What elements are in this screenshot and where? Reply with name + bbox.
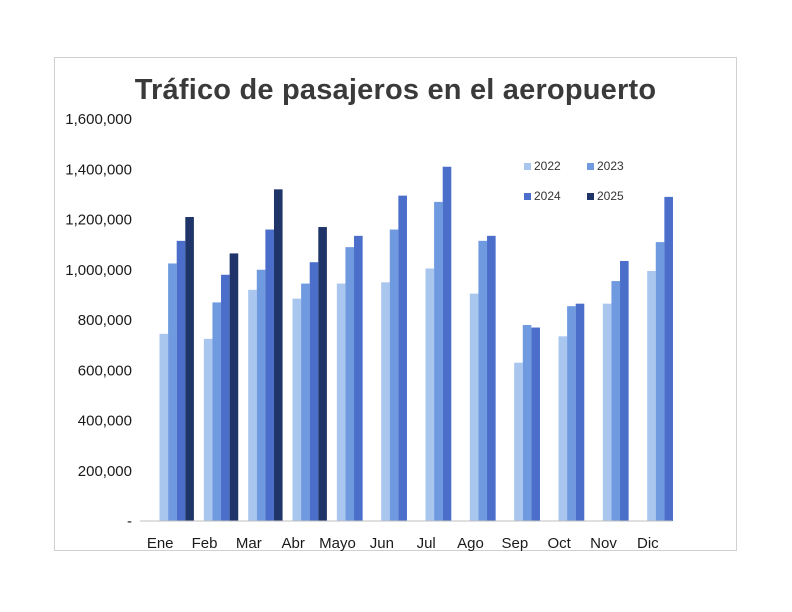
y-tick-label: 1,200,000 [65,212,132,229]
y-axis-labels: - 200,000 400,000 600,000 800,000 1,000,000 1,… [65,111,132,530]
bar-2024-ago [487,235,496,521]
y-tick-label: 1,400,000 [65,161,132,178]
bar-2024-abr [309,262,319,521]
x-tick-label-sep: Sep [501,535,528,552]
bar-2024-jun [398,195,407,521]
chart-title: Tráfico de pasajeros en el aeropuerto [134,74,657,106]
legend: 2022 2023 2024 2025 [524,159,624,203]
bar-2025-ene [185,216,194,522]
bar-2024-ene [176,240,186,522]
legend-label-2025: 2025 [597,189,624,203]
x-tick-label-feb: Feb [192,535,218,552]
bar-2024-jul [442,166,452,522]
bar-2023-sep [522,325,532,521]
y-tick-label: - [127,513,132,530]
bar-2022-sep [514,362,523,521]
bar-2023-mayo [345,247,355,521]
bar-2023-feb [212,302,222,521]
bar-2024-feb [221,274,230,521]
x-tick-label-mayo: Mayo [319,535,356,552]
bar-2022-mayo [336,283,346,521]
x-axis-labels: Ene Feb Mar Abr Mayo Jun Jul Ago Sep Oct Nov Dic [147,535,659,552]
bar-2025-feb [229,253,239,522]
bar-2023-oct [567,306,576,521]
bar-2022-jul [425,268,435,521]
legend-label-2024: 2024 [534,189,561,203]
bar-2022-mar [248,289,257,521]
bar-2023-nov [611,281,621,521]
bar-2022-ago [469,293,479,521]
x-tick-label-mar: Mar [236,535,262,552]
bar-2023-jul [434,201,443,521]
x-tick-label-abr: Abr [281,535,304,552]
bar-2023-ago [478,240,488,522]
bar-2022-abr [292,298,302,521]
bar-2024-mayo [354,235,363,521]
bar-2025-mar [273,189,283,521]
x-tick-label-ago: Ago [457,535,484,552]
y-tick-label: 800,000 [78,312,132,329]
legend-swatch-2025 [587,193,594,200]
legend-swatch-2022 [524,163,531,170]
x-tick-label-oct: Oct [547,535,571,552]
legend-swatch-2024 [524,193,531,200]
bar-2023-dic [655,242,665,522]
bar-2025-abr [318,227,327,522]
bar-2024-nov [620,260,629,521]
bar-2024-sep [531,327,540,521]
bar-2022-feb [203,338,213,521]
bar-2022-dic [647,271,656,521]
bar-2023-jun [389,229,399,522]
x-tick-label-jul: Jul [417,535,436,552]
x-tick-label-dic: Dic [637,535,659,552]
y-tick-label: 1,600,000 [65,111,132,128]
bar-2023-abr [301,283,310,521]
bar-2024-mar [265,229,274,522]
bar-2023-ene [168,263,177,521]
legend-swatch-2023 [587,163,594,170]
bar-2022-nov [602,303,612,521]
legend-label-2023: 2023 [597,159,624,173]
y-tick-label: 600,000 [78,362,132,379]
x-tick-label-nov: Nov [590,535,617,552]
bar-2023-mar [256,269,266,521]
x-tick-label-ene: Ene [147,535,174,552]
y-tick-label: 200,000 [78,463,132,480]
bar-2022-jun [381,282,390,521]
bar-2022-ene [159,333,169,521]
y-tick-label: 400,000 [78,413,132,430]
x-tick-label-jun: Jun [370,535,394,552]
legend-label-2022: 2022 [534,159,561,173]
y-tick-label: 1,000,000 [65,262,132,279]
bar-2022-oct [558,336,568,521]
bar-2024-oct [575,303,585,521]
bars [159,166,673,522]
bar-2024-dic [664,196,673,521]
